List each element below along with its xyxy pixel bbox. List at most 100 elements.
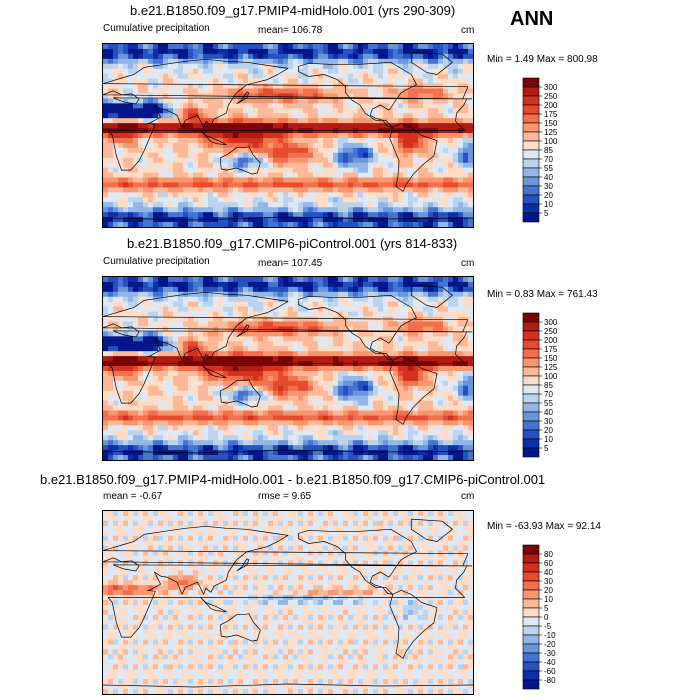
colorbar-segment — [522, 589, 540, 600]
colorbar-tick-label: 175 — [544, 110, 558, 119]
colorbar-tick-label: -60 — [544, 667, 556, 676]
colorbar-tick-label: -20 — [544, 640, 556, 649]
colorbar-segment — [522, 553, 540, 564]
panel-1-map-plot — [103, 44, 473, 227]
colorbar-tick-label: 40 — [544, 408, 553, 417]
colorbar-segment — [522, 429, 540, 440]
colorbar-segment — [522, 393, 540, 404]
colorbar-tick-label: 10 — [544, 200, 553, 209]
colorbar-segment — [522, 384, 540, 395]
panel-3-colorbar: 80 60 40 30 20 10 5 0 -5 -10 -20 -30 -40 -60 -80 — [522, 544, 563, 695]
panel-3-map — [102, 510, 474, 695]
colorbar-segment — [522, 679, 540, 690]
colorbar-segment — [522, 212, 540, 223]
colorbar-segment — [522, 366, 540, 377]
colorbar-segment — [522, 176, 540, 187]
colorbar-segment — [522, 113, 540, 124]
colorbar-segment — [522, 348, 540, 359]
colorbar-tick-label: 200 — [544, 336, 558, 345]
colorbar-tick-label: 250 — [544, 327, 558, 336]
colorbar-tick-label: 20 — [544, 191, 553, 200]
colorbar-segment — [522, 185, 540, 196]
colorbar-segment — [522, 357, 540, 368]
colorbar-tick-label: 5 — [544, 604, 549, 613]
colorbar-segment — [522, 375, 540, 386]
colorbar-segment — [522, 140, 540, 151]
colorbar-tick-label: 150 — [544, 119, 558, 128]
colorbar-segment — [522, 402, 540, 413]
colorbar-segment — [522, 312, 540, 323]
panel-3-units-label: cm — [461, 491, 475, 502]
colorbar-tick-label: 30 — [544, 182, 553, 191]
colorbar-segment — [522, 670, 540, 681]
panel-3-title: b.e21.B1850.f09_g17.PMIP4-midHolo.001 - … — [40, 472, 546, 487]
colorbar-segment — [522, 321, 540, 332]
panel-3-map-plot — [103, 511, 473, 694]
colorbar-tick-label: 125 — [544, 128, 558, 137]
colorbar-tick-label: 60 — [544, 559, 553, 568]
colorbar-tick-label: 40 — [544, 173, 553, 182]
panel-2-mean-label: mean= 107.45 — [258, 258, 323, 269]
colorbar-tick-label: -5 — [544, 622, 552, 631]
colorbar-segment — [522, 625, 540, 636]
panel-3-mean-label: mean = -0.67 — [103, 491, 163, 502]
panel-3-rmse-label: rmse = 9.65 — [258, 491, 312, 502]
colorbar-segment — [522, 616, 540, 627]
colorbar-segment — [522, 86, 540, 97]
colorbar-tick-label: -40 — [544, 658, 556, 667]
colorbar-segment — [522, 167, 540, 178]
panel-2-colorbar: 300 250 200 175 150 125 100 85 70 55 40 30 20 10 5 — [522, 312, 563, 463]
colorbar-segment — [522, 544, 540, 555]
colorbar-segment — [522, 339, 540, 350]
colorbar-segment — [522, 122, 540, 133]
panel-1-minmax-label: Min = 1.49 Max = 800.98 — [487, 54, 598, 65]
colorbar-segment — [522, 131, 540, 142]
colorbar-tick-label: 10 — [544, 435, 553, 444]
colorbar-tick-label: 100 — [544, 372, 558, 381]
colorbar-tick-label: -30 — [544, 649, 556, 658]
colorbar-segment — [522, 438, 540, 449]
panel-2-units-label: cm — [461, 258, 475, 269]
colorbar-segment — [522, 77, 540, 88]
panel-2-map-plot — [103, 277, 473, 460]
colorbar-tick-label: 5 — [544, 209, 549, 218]
panel-3-minmax-label: Min = -63.93 Max = 92.14 — [487, 521, 601, 532]
colorbar-tick-label: 150 — [544, 354, 558, 363]
colorbar-tick-label: 80 — [544, 550, 553, 559]
colorbar-tick-label: 0 — [544, 613, 549, 622]
colorbar-tick-label: 40 — [544, 568, 553, 577]
colorbar-tick-label: 175 — [544, 345, 558, 354]
colorbar-tick-label: 5 — [544, 444, 549, 453]
colorbar-tick-label: 70 — [544, 155, 553, 164]
colorbar-segment — [522, 580, 540, 591]
panel-2-map — [102, 276, 474, 461]
season-label: ANN — [510, 8, 554, 30]
colorbar-segment — [522, 330, 540, 341]
colorbar-segment — [522, 158, 540, 169]
panel-1-title: b.e21.B1850.f09_g17.PMIP4-midHolo.001 (y… — [130, 3, 456, 18]
colorbar-tick-label: 250 — [544, 92, 558, 101]
colorbar-tick-label: 55 — [544, 164, 553, 173]
colorbar-segment — [522, 95, 540, 106]
colorbar-tick-label: 100 — [544, 137, 558, 146]
colorbar-segment — [522, 571, 540, 582]
colorbar-tick-label: -80 — [544, 676, 556, 685]
colorbar-segment — [522, 598, 540, 609]
colorbar-tick-label: 200 — [544, 101, 558, 110]
panel-1-variable-label: Cumulative precipitation — [103, 23, 210, 34]
colorbar-segment — [522, 194, 540, 205]
colorbar-tick-label: 300 — [544, 83, 558, 92]
colorbar-segment — [522, 447, 540, 458]
colorbar-tick-label: 70 — [544, 390, 553, 399]
panel-2-title: b.e21.B1850.f09_g17.CMIP6-piControl.001 … — [127, 236, 458, 251]
panel-2-variable-label: Cumulative precipitation — [103, 256, 210, 267]
colorbar-tick-label: 85 — [544, 146, 553, 155]
colorbar-tick-label: 20 — [544, 426, 553, 435]
colorbar-segment — [522, 149, 540, 160]
colorbar-tick-label: 30 — [544, 417, 553, 426]
colorbar-tick-label: 300 — [544, 318, 558, 327]
colorbar-segment — [522, 411, 540, 422]
